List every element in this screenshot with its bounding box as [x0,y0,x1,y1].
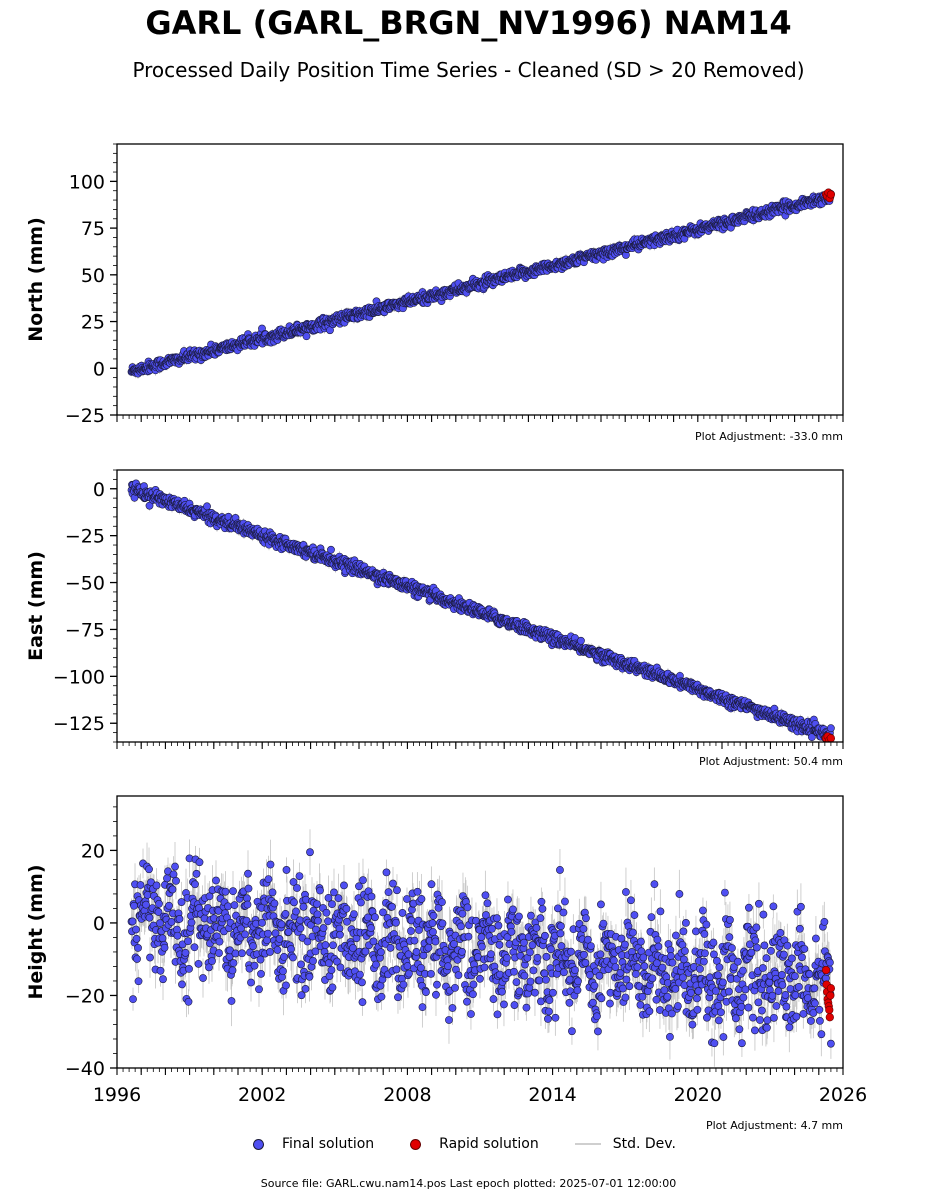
y-tick-label: 50 [81,265,105,287]
final-point [327,545,335,554]
y-tick-label: 75 [81,218,105,240]
plot-area [127,188,836,379]
y-tick-label: −25 [65,405,105,427]
chart-subtitle: Processed Daily Position Time Series - C… [132,58,805,82]
y-tick-label: 100 [69,171,105,193]
y-tick-label: 25 [81,312,105,334]
plot-area [127,479,835,742]
final-point [145,501,154,510]
chart-title: GARL (GARL_BRGN_NV1996) NAM14 [145,4,792,42]
y-tick-label: 0 [93,358,105,380]
plot-adjustment-label: Plot Adjustment: -33.0 mm [695,430,843,443]
panel-north: −25 0 25 50 75 100 North (mm) Plot Adjustment: … [25,143,844,443]
final-point [302,332,311,341]
y-axis-label: North (mm) [25,217,47,342]
rapid-point [826,190,836,199]
final-point [203,502,211,511]
